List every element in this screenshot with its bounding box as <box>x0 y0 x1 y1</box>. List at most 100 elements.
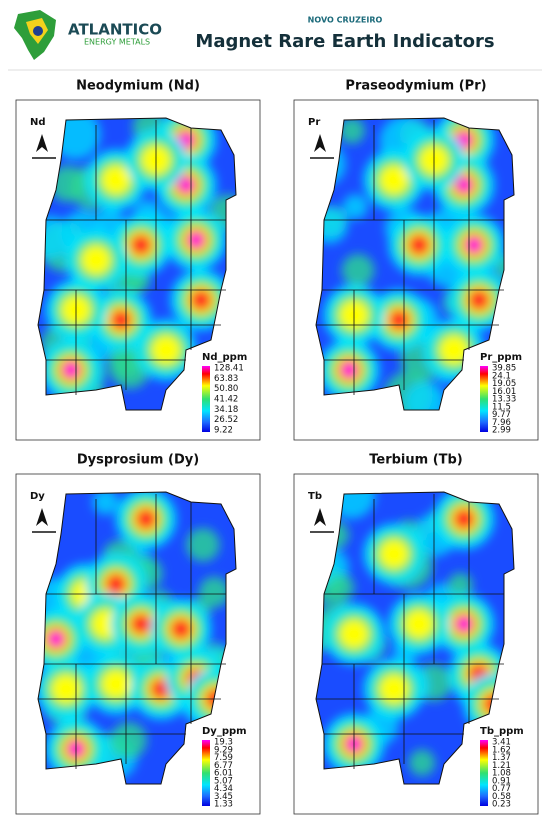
legend-title: Nd_ppm <box>202 352 247 363</box>
map-label: Pr <box>308 117 320 128</box>
hotspot <box>379 165 409 195</box>
blob <box>404 381 447 410</box>
hotspot <box>105 573 127 595</box>
blob <box>341 253 375 287</box>
hotspot <box>388 309 410 331</box>
legend-colorbar <box>202 740 210 806</box>
legend-label: 1.33 <box>214 800 233 810</box>
hotspot <box>50 633 62 645</box>
hotspot <box>170 618 192 640</box>
legend-label: 0.23 <box>492 800 511 810</box>
north-arrow <box>314 508 326 526</box>
legend-label: 3.45 <box>214 792 233 802</box>
blob <box>342 194 368 220</box>
map-label: Tb <box>308 491 322 502</box>
hotspot <box>468 289 490 311</box>
hotspot <box>81 245 111 275</box>
company-name: ATLANTICO <box>68 21 162 39</box>
hotspot <box>453 508 475 530</box>
legend-label: 7.96 <box>492 418 511 428</box>
legend-label: 6.01 <box>214 769 233 779</box>
blob <box>408 749 436 777</box>
hotspot <box>110 309 132 331</box>
legend-label: 9.22 <box>214 426 233 436</box>
legend-colorbar <box>480 740 488 806</box>
legend-label: 19.3 <box>214 738 233 748</box>
hotspot <box>458 134 470 146</box>
hotspot <box>65 364 77 376</box>
project-name: NOVO CRUZEIRO <box>308 16 383 25</box>
legend-label: 34.18 <box>214 405 238 415</box>
north-arrow <box>36 134 48 152</box>
legend-label: 1.37 <box>492 753 511 763</box>
hotspot <box>468 239 480 251</box>
legend-label: 0.77 <box>492 784 511 794</box>
panel-title: Terbium (Tb) <box>369 453 463 468</box>
north-arrow <box>36 508 48 526</box>
legend-label: 7.59 <box>214 753 233 763</box>
blob <box>186 528 220 562</box>
block-lines <box>316 120 504 395</box>
legend-label: 128.41 <box>214 364 244 374</box>
heatmap <box>316 492 514 784</box>
hotspot <box>458 618 470 630</box>
legend-label: 26.52 <box>214 415 238 425</box>
legend-label: 63.83 <box>214 374 238 384</box>
hotspot <box>339 619 369 649</box>
legend-label: 1.62 <box>492 745 511 755</box>
legend-label: 5.07 <box>214 776 233 786</box>
logo <box>14 10 56 60</box>
hotspot <box>180 179 192 191</box>
panel-title: Dysprosium (Dy) <box>77 453 199 468</box>
legend-label: 13.33 <box>492 395 516 405</box>
legend-label: 41.42 <box>214 395 238 405</box>
legend-label: 6.77 <box>214 761 233 771</box>
legend-label: 1.21 <box>492 761 511 771</box>
legend-label: 0.91 <box>492 776 511 786</box>
legend-label: 24.1 <box>492 371 511 381</box>
map-label: Nd <box>30 117 46 128</box>
legend-title: Dy_ppm <box>202 726 247 737</box>
page-title: Magnet Rare Earth Indicators <box>195 31 494 52</box>
legend-title: Pr_ppm <box>480 352 522 363</box>
hotspot <box>404 609 434 639</box>
hotspot <box>379 539 409 569</box>
hotspot <box>101 669 131 699</box>
block-lines <box>316 494 504 769</box>
legend-label: 3.41 <box>492 738 511 748</box>
hotspot <box>379 674 409 704</box>
legend-label: 2.99 <box>492 426 511 436</box>
hotspot <box>51 674 81 704</box>
map-panel: Nd Nd_ppm128.4163.8350.8041.4234.1826.529… <box>15 99 261 441</box>
heatmap <box>38 118 236 410</box>
legend-label: 19.05 <box>492 379 516 389</box>
blob <box>92 492 119 515</box>
legend-label: 16.01 <box>492 387 516 397</box>
blob <box>338 118 366 144</box>
legend-label: 0.58 <box>492 792 511 802</box>
map-panel: Tb Tb_ppm3.411.621.371.211.080.910.770.58… <box>293 473 539 815</box>
hotspot <box>190 289 212 311</box>
legend-label: 9.77 <box>492 410 511 420</box>
panel-title: Praseodymium (Pr) <box>345 79 486 94</box>
hotspot <box>343 364 355 376</box>
north-arrow <box>314 134 326 152</box>
legend-colorbar <box>202 366 210 432</box>
hotspot <box>101 165 131 195</box>
block-lines <box>38 120 226 395</box>
legend-label: 4.34 <box>214 784 233 794</box>
blob <box>327 574 355 601</box>
hotspot <box>408 234 430 256</box>
hotspot <box>180 134 192 146</box>
hotspot <box>135 508 157 530</box>
legend-label: 9.29 <box>214 745 233 755</box>
legend-label: 39.85 <box>492 364 516 374</box>
map-label: Dy <box>30 491 45 502</box>
hotspot <box>439 335 469 365</box>
legend-colorbar <box>480 366 488 432</box>
map-panel: Pr Pr_ppm39.8524.119.0516.0113.3311.59.77… <box>293 99 539 441</box>
legend-label: 11.5 <box>492 402 511 412</box>
